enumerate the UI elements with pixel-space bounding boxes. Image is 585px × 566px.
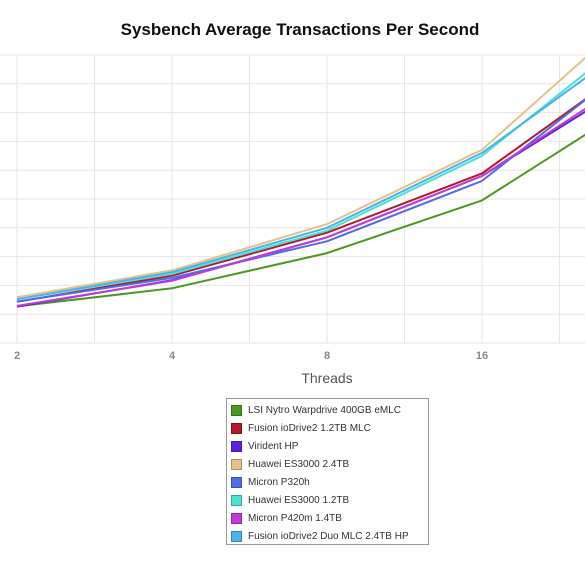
legend-label: Virident HP <box>248 441 299 453</box>
legend-swatch <box>231 494 242 506</box>
series-line <box>16 77 585 301</box>
legend-item[interactable]: Micron P420m 1.4TB <box>231 509 428 527</box>
legend-label: Fusion ioDrive2 1.2TB MLC <box>248 423 371 435</box>
legend-label: LSI Nytro Warpdrive 400GB eMLC <box>248 405 402 417</box>
series-line <box>16 107 585 307</box>
x-tick-label: 2 <box>14 350 20 362</box>
x-tick-label: 4 <box>169 350 176 362</box>
legend-item[interactable]: Huawei ES3000 2.4TB <box>231 456 428 474</box>
legend-swatch <box>231 423 242 435</box>
legend-swatch <box>231 512 242 524</box>
x-tick-label: 8 <box>324 350 330 362</box>
legend-label: Huawei ES3000 1.2TB <box>248 494 350 506</box>
x-tick-label: 16 <box>476 350 488 362</box>
legend-swatch <box>231 459 242 471</box>
legend-item[interactable]: Virident HP <box>231 438 428 456</box>
legend-item[interactable]: Huawei ES3000 1.2TB <box>231 491 428 509</box>
legend-swatch <box>231 477 242 488</box>
legend-item[interactable]: LSI Nytro Warpdrive 400GB eMLC <box>231 402 428 420</box>
grid <box>0 54 585 344</box>
legend-swatch <box>231 441 242 453</box>
series-line <box>16 110 585 308</box>
legend-swatch <box>231 405 242 417</box>
x-tick-labels: 2 4 8 16 <box>14 350 488 362</box>
series-line <box>16 56 585 299</box>
series-line <box>16 133 585 308</box>
series-lines <box>16 56 585 308</box>
legend-item[interactable]: Fusion ioDrive2 1.2TB MLC <box>231 420 428 438</box>
legend-label: Fusion ioDrive2 Duo MLC 2.4TB HP <box>248 530 409 542</box>
x-axis-label: Threads <box>301 370 352 386</box>
legend-label: Micron P420m 1.4TB <box>248 512 342 524</box>
legend-label: Micron P320h <box>248 477 310 488</box>
series-line <box>16 98 585 303</box>
legend-swatch <box>231 530 242 542</box>
legend-item[interactable]: Fusion ioDrive2 Duo MLC 2.4TB HP <box>231 527 428 545</box>
legend: LSI Nytro Warpdrive 400GB eMLC Fusion ioD… <box>226 398 429 545</box>
series-line <box>16 98 585 303</box>
chart-title: Sysbench Average Transactions Per Second <box>121 20 480 39</box>
legend-item[interactable]: Micron P320h <box>231 474 428 492</box>
legend-label: Huawei ES3000 2.4TB <box>248 459 350 471</box>
